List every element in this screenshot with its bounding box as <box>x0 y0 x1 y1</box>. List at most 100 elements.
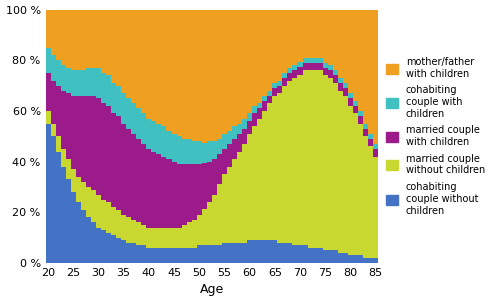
Bar <box>177 227 182 248</box>
Bar <box>327 65 333 70</box>
Bar <box>96 227 101 263</box>
Bar <box>302 58 307 63</box>
Bar <box>262 240 267 263</box>
Bar <box>237 124 242 134</box>
Bar <box>171 248 177 263</box>
Bar <box>222 149 227 174</box>
Bar <box>171 227 177 248</box>
Bar <box>46 73 51 111</box>
Bar <box>111 83 116 114</box>
Bar <box>273 83 277 88</box>
Bar <box>217 10 222 139</box>
Bar <box>86 68 91 96</box>
Bar <box>101 73 106 103</box>
Bar <box>121 240 126 263</box>
Bar <box>46 10 51 48</box>
Bar <box>293 70 298 78</box>
Bar <box>207 10 212 141</box>
Bar <box>343 83 348 88</box>
Bar <box>101 200 106 230</box>
Bar <box>333 10 338 70</box>
Bar <box>81 210 86 263</box>
Bar <box>353 114 358 255</box>
Bar <box>146 149 151 227</box>
Bar <box>126 243 131 263</box>
Bar <box>166 10 171 131</box>
Bar <box>257 108 262 119</box>
Bar <box>46 111 51 124</box>
Bar <box>146 227 151 248</box>
Bar <box>162 156 166 227</box>
Bar <box>157 124 162 154</box>
Bar <box>136 108 141 139</box>
Bar <box>333 70 338 76</box>
Bar <box>232 159 237 243</box>
Bar <box>171 10 177 134</box>
Bar <box>338 253 343 263</box>
Bar <box>101 103 106 200</box>
Bar <box>71 192 76 263</box>
Bar <box>267 103 273 240</box>
Bar <box>71 70 76 96</box>
Bar <box>116 116 121 210</box>
Bar <box>136 139 141 223</box>
Bar <box>247 134 252 240</box>
Bar <box>282 243 287 263</box>
Bar <box>197 164 202 215</box>
Bar <box>177 136 182 164</box>
Bar <box>96 10 101 68</box>
Bar <box>187 10 191 139</box>
Bar <box>282 85 287 243</box>
Bar <box>277 85 282 93</box>
Bar <box>217 139 222 154</box>
Bar <box>348 10 353 93</box>
Bar <box>282 78 287 85</box>
Bar <box>207 202 212 245</box>
Bar <box>116 210 121 238</box>
Bar <box>151 248 157 263</box>
Bar <box>348 255 353 263</box>
Bar <box>227 131 232 144</box>
Bar <box>131 243 136 263</box>
Bar <box>373 149 378 156</box>
Bar <box>197 141 202 164</box>
Bar <box>151 121 157 152</box>
Bar <box>277 81 282 85</box>
Bar <box>298 246 302 263</box>
Bar <box>61 91 66 149</box>
Bar <box>343 88 348 96</box>
Bar <box>323 76 327 250</box>
Bar <box>368 10 373 134</box>
Bar <box>368 146 373 258</box>
Bar <box>96 98 101 194</box>
Bar <box>91 68 96 96</box>
Bar <box>282 73 287 78</box>
Bar <box>177 10 182 136</box>
Bar <box>146 119 151 149</box>
Bar <box>222 10 227 134</box>
Bar <box>227 243 232 263</box>
Bar <box>212 245 217 263</box>
Bar <box>66 159 71 179</box>
Bar <box>287 81 293 243</box>
Bar <box>222 243 227 263</box>
Bar <box>187 248 191 263</box>
Bar <box>247 114 252 121</box>
Bar <box>252 126 257 240</box>
Bar <box>81 96 86 182</box>
Bar <box>166 159 171 227</box>
Bar <box>247 121 252 134</box>
Bar <box>252 114 257 126</box>
Bar <box>307 248 313 263</box>
Bar <box>273 96 277 240</box>
Bar <box>327 250 333 263</box>
Bar <box>55 152 61 263</box>
Bar <box>232 10 237 126</box>
Bar <box>207 245 212 263</box>
Bar <box>187 223 191 248</box>
Bar <box>182 225 187 248</box>
Bar <box>237 152 242 243</box>
Bar <box>111 207 116 235</box>
Bar <box>136 223 141 245</box>
Bar <box>86 187 91 217</box>
